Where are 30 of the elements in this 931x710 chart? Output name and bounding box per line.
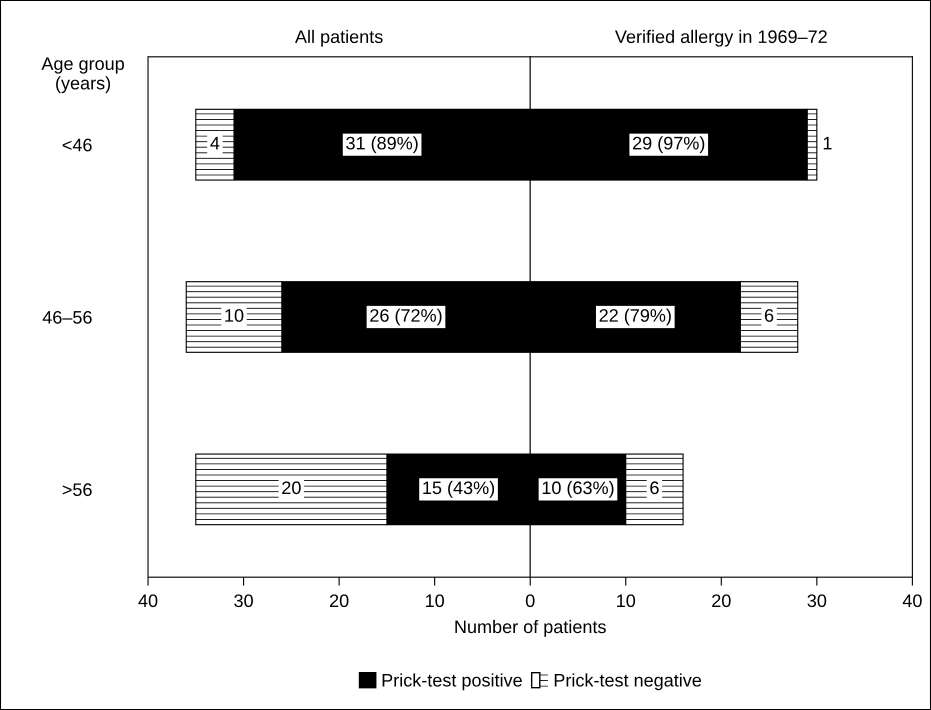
data-label: 6 bbox=[650, 481, 659, 494]
y-tick-label: 46–56 bbox=[42, 310, 92, 324]
legend-label: Prick-test negative bbox=[554, 673, 702, 690]
x-axis-title: Number of patients bbox=[455, 620, 606, 637]
data-label: 31 (89%) bbox=[346, 136, 418, 154]
chart-title: Verified allergy in 1969–72 bbox=[614, 30, 827, 47]
x-tick-label: 0 bbox=[526, 594, 535, 608]
x-tick-label: 40 bbox=[902, 594, 922, 608]
data-label: 15 (43%) bbox=[423, 480, 494, 498]
x-tick-label: 10 bbox=[617, 594, 636, 608]
y-axis-title: Age group (years) bbox=[41, 57, 124, 94]
data-label: 10 bbox=[225, 309, 244, 322]
data-label: 6 bbox=[764, 309, 774, 322]
x-tick-label: 20 bbox=[712, 594, 731, 608]
y-tick-label: <46 bbox=[62, 138, 92, 152]
data-label: 4 bbox=[210, 136, 220, 150]
data-label: 29 (97%) bbox=[633, 136, 704, 154]
data-label: 10 (63%) bbox=[542, 480, 614, 498]
x-tick-label: 20 bbox=[330, 594, 348, 608]
data-label: 1 bbox=[824, 136, 832, 150]
data-label: 20 bbox=[282, 481, 301, 494]
x-tick-label: 10 bbox=[426, 594, 444, 608]
y-tick-label: >56 bbox=[62, 483, 92, 496]
legend-label: Prick-test positive bbox=[382, 673, 522, 690]
data-label: 22 (79%) bbox=[600, 308, 671, 326]
x-tick-label: 40 bbox=[138, 594, 158, 608]
data-label: 26 (72%) bbox=[370, 308, 442, 326]
x-tick-label: 30 bbox=[234, 594, 253, 608]
x-tick-label: 30 bbox=[807, 594, 826, 608]
chart-title: All patients bbox=[294, 30, 383, 47]
